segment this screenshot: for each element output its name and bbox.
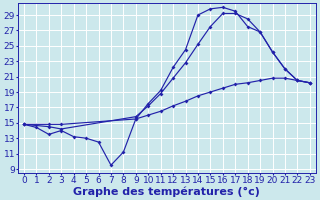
X-axis label: Graphe des températures (°c): Graphe des températures (°c) (74, 186, 260, 197)
